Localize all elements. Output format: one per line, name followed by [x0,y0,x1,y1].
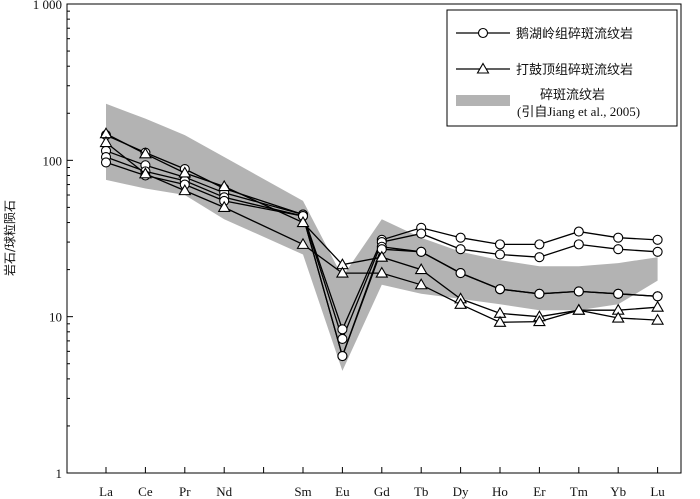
legend-item-triangle-series: 打鼓顶组碎斑流纹岩 [456,62,633,78]
data-point-circle [494,284,506,295]
x-tick-label-Tb: Tb [414,484,428,499]
legend-item-circle-series: 鹅湖岭组碎斑流纹岩 [456,26,633,42]
legend-label-circle-series: 鹅湖岭组碎斑流纹岩 [516,26,633,42]
legend-label-triangle-series: 打鼓顶组碎斑流纹岩 [516,63,633,78]
legend: 鹅湖岭组碎斑流纹岩 打鼓顶组碎斑流纹岩 碎斑流纹岩 (引自Jiang et al… [446,9,678,127]
x-tick-label-Er: Er [533,484,546,499]
x-tick-label-Gd: Gd [374,484,390,499]
legend-band-swatch [456,95,510,106]
series-line [105,133,658,318]
series-line [105,161,658,359]
data-point-triangle [611,311,625,323]
data-point-triangle [651,300,665,312]
series-triangle [99,127,665,327]
data-point-triangle [217,200,231,212]
data-point-circle [652,234,663,245]
x-tick-label-Sm: Sm [294,484,311,499]
series-line [105,150,658,341]
triangle-marker-icon [476,62,490,74]
y-tick-label: 100 [43,153,63,168]
x-tick-label-Ce: Ce [138,484,153,499]
y-tick-labels: 1 10 100 1 000 [33,0,62,481]
data-point-triangle [138,147,152,159]
x-tick-label-Eu: Eu [335,484,350,499]
series-circle [100,130,663,362]
data-point-circle [613,244,624,255]
y-tick-label: 1 [56,466,63,481]
data-point-circle [337,350,348,362]
x-tick-label-Yb: Yb [610,484,626,499]
data-point-circle [613,288,624,299]
data-point-triangle [138,167,152,179]
data-point-triangle [414,263,428,275]
data-point-triangle [375,250,389,262]
data-point-circle [455,244,466,255]
data-point-circle [534,288,545,299]
x-tick-label-Ho: Ho [492,484,508,499]
data-point-triangle [375,266,389,278]
data-point-circle [534,239,545,250]
data-point-triangle [493,315,507,327]
data-point-triangle [532,314,546,327]
data-point-circle [494,249,506,260]
data-point-circle [337,324,348,335]
circle-marker-icon [477,27,489,39]
data-point-circle [416,246,427,257]
data-point-triangle [296,237,310,249]
x-tick-label-Nd: Nd [216,484,232,499]
legend-label-band: 碎斑流纹岩 [540,88,605,103]
data-point-circle [416,228,427,239]
series [99,127,665,362]
axes [66,3,682,474]
data-point-triangle [296,215,310,228]
data-point-triangle [572,303,586,315]
data-point-triangle [178,166,192,178]
legend-item-band: 碎斑流纹岩 (引自Jiang et al., 2005) [456,88,640,119]
data-point-triangle [414,278,428,290]
data-point-triangle [99,135,113,148]
plot-frame [66,3,682,474]
data-point-circle [455,232,466,243]
data-point-circle [494,239,506,250]
data-point-circle [573,239,584,250]
series-line [105,134,658,332]
data-point-circle [652,291,663,302]
x-tick-label-La: La [99,484,113,499]
data-point-triangle [217,179,231,192]
x-tick-label-Lu: Lu [650,484,665,499]
data-point-triangle [651,313,665,325]
data-point-triangle [335,266,349,278]
x-tick-label-Tm: Tm [570,484,588,499]
legend-band-source: (引自Jiang et al., 2005) [517,104,640,119]
data-point-triangle [178,184,192,196]
series-line [105,141,658,323]
data-point-circle [573,286,584,297]
y-axis-label: 岩石/球粒陨石 [2,200,17,276]
data-point-circle [337,333,348,345]
y-tick-label: 1 000 [33,0,62,12]
data-point-circle [573,226,584,237]
x-tick-label-Pr: Pr [179,484,191,499]
data-point-circle [613,232,624,243]
data-point-triangle [454,297,468,309]
data-point-circle [534,252,545,263]
x-tick-label-Dy: Dy [453,484,469,499]
data-point-circle [455,268,466,279]
data-point-circle [100,157,112,168]
x-tick-labels: La Ce Pr Nd Sm Eu Gd Tb Dy Ho Er Tm Yb Lu [99,484,665,499]
data-point-circle [652,246,663,257]
y-tick-label: 10 [49,310,62,325]
